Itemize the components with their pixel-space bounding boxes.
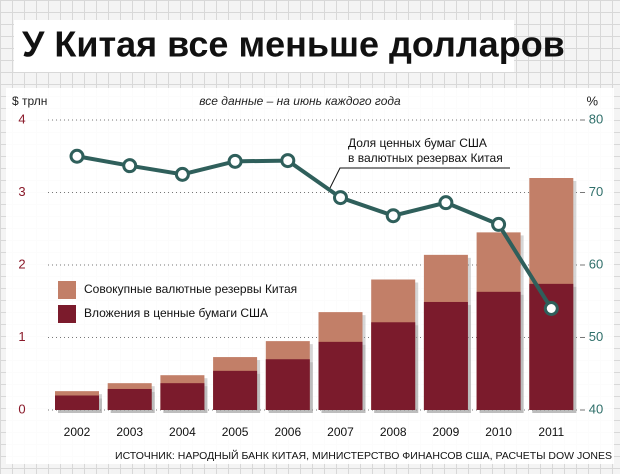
annotation: в валютных резервах Китая [348, 151, 503, 165]
point [69, 148, 85, 164]
bar [423, 301, 468, 410]
y-tick-label: 2 [18, 256, 25, 271]
annotation-leader [329, 167, 510, 189]
bar [55, 395, 99, 410]
y-tick-label: 0 [18, 401, 25, 416]
y2-tick-label: 60 [589, 256, 603, 271]
source: ИСТОЧНИК: НАРОДНЫЙ БАНК КИТАЯ, МИНИСТЕРС… [115, 449, 612, 462]
y-axis-label: $ трлн [12, 94, 47, 108]
bar [107, 388, 152, 410]
y2-tick-label: 40 [589, 401, 603, 416]
point [280, 153, 296, 169]
annotation: Доля ценных бумаг США [348, 136, 487, 150]
x-tick-label: 2003 [116, 425, 143, 439]
bar [160, 383, 205, 410]
legend-swatch [58, 281, 76, 299]
point [227, 153, 243, 169]
y-tick-label: 1 [18, 329, 25, 344]
x-tick-label: 2006 [274, 425, 301, 439]
y-tick-label: 4 [18, 111, 25, 126]
x-tick-label: 2011 [538, 425, 564, 439]
point [438, 195, 454, 211]
bar [476, 291, 521, 410]
x-tick-label: 2002 [64, 425, 91, 439]
bar [318, 341, 363, 410]
point [122, 158, 138, 174]
x-tick-label: 2004 [169, 425, 196, 439]
title-box [14, 20, 514, 72]
chart-title: У Китая все меньше долларов [22, 24, 565, 65]
bar [371, 322, 416, 410]
y2-axis-label: % [586, 93, 598, 108]
legend-swatch [58, 305, 76, 323]
point [491, 216, 507, 232]
y2-tick-label: 70 [589, 184, 603, 199]
bar [265, 359, 310, 410]
x-tick-label: 2008 [380, 425, 407, 439]
legend-label: Совокупные валютные резервы Китая [84, 282, 297, 296]
point [385, 208, 401, 224]
y-tick-label: 3 [18, 184, 25, 199]
point [333, 190, 348, 206]
point [174, 166, 190, 182]
y2-tick-label: 80 [589, 111, 603, 126]
bar [213, 370, 258, 410]
x-tick-label: 2005 [222, 425, 249, 439]
x-tick-label: 2007 [327, 425, 354, 439]
x-tick-label: 2010 [485, 425, 512, 439]
subtitle: все данные – на июнь каждого года [199, 94, 401, 108]
y2-tick-label: 50 [589, 329, 603, 344]
point [543, 301, 559, 316]
x-tick-label: 2009 [433, 425, 460, 439]
line [76, 154, 553, 310]
legend-label: Вложения в ценные бумаги США [84, 306, 268, 320]
